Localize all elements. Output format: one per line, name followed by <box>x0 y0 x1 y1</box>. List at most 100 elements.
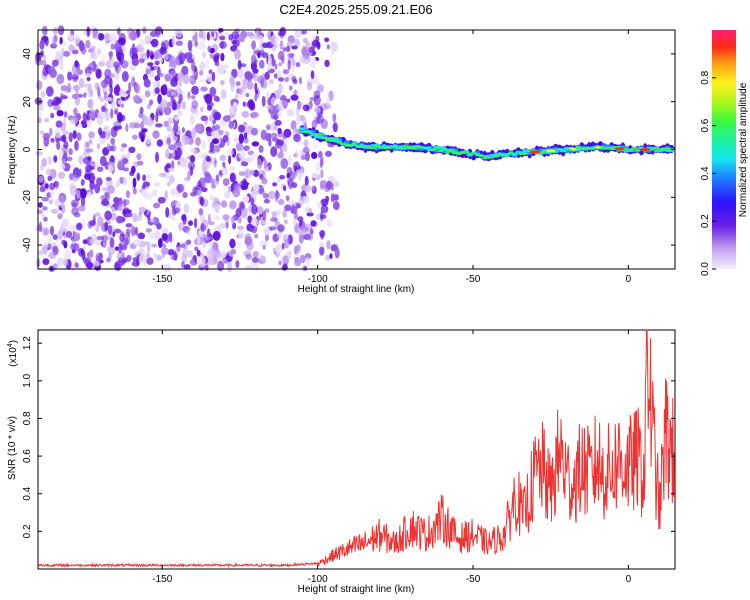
spectrogram-cell <box>108 51 114 57</box>
spectrogram-cell <box>323 183 331 193</box>
spectrogram-cell <box>188 220 193 227</box>
spectrogram-cell <box>194 40 198 47</box>
spectrogram-cell <box>37 116 42 124</box>
spectrogram-cell <box>229 200 237 210</box>
spectrogram-cell <box>237 229 244 240</box>
spectrogram-cell <box>174 207 181 214</box>
spectrogram-ridge-cell <box>369 147 377 149</box>
spectrogram-cell <box>209 195 214 201</box>
spectrogram-cell <box>75 90 79 100</box>
spectrogram-cell <box>96 143 101 150</box>
spectrogram-cell <box>73 116 79 123</box>
spectrogram-cell <box>147 214 151 221</box>
spectrogram-cell <box>260 156 265 162</box>
spectrogram-ridge-cell <box>410 147 418 150</box>
spectrogram-cell <box>59 202 65 209</box>
spectrogram-ridge-cell <box>466 154 474 157</box>
spectrogram-cell <box>195 123 203 134</box>
spectrogram-cell <box>213 215 221 221</box>
spectrogram-cell <box>320 214 327 220</box>
spectrogram-ridge-cell <box>444 151 451 153</box>
spectrogram-cell <box>93 162 99 169</box>
spectrogram-cell <box>132 213 138 223</box>
spectrogram-cell <box>301 29 308 35</box>
spectrogram-cell <box>273 73 278 79</box>
spectrogram-cell <box>251 54 257 65</box>
spectrogram-cell <box>290 94 299 101</box>
spectrogram-cell <box>181 261 185 269</box>
spectrogram-cell <box>70 163 77 169</box>
spectrogram-cell <box>249 170 255 176</box>
spectrogram-cell <box>179 159 184 167</box>
spectrogram-cell <box>250 197 255 206</box>
spectrogram-cell <box>132 257 137 262</box>
spectrogram-cell <box>86 26 91 37</box>
spectrogram-cell <box>84 72 91 77</box>
spectrogram-cell <box>88 172 95 184</box>
spectrogram-cell <box>101 198 110 207</box>
spectrogram-cell <box>332 113 337 123</box>
spectrogram-cell <box>171 101 177 111</box>
spectrogram-cell <box>103 125 110 130</box>
spectrogram-cell <box>47 99 54 108</box>
spectrogram-cell <box>119 233 125 243</box>
spectrogram-cell <box>43 64 49 69</box>
spectrogram-cell <box>255 89 259 95</box>
spectrogram-cell <box>40 90 46 98</box>
spectrogram-cell <box>117 159 123 167</box>
spectrogram-cell <box>152 252 158 259</box>
spectrogram-cell <box>243 137 249 144</box>
spectrogram-cell <box>223 191 231 199</box>
spectrogram-cell <box>162 264 171 272</box>
spectrogram-cell <box>315 161 322 173</box>
spectrogram-cell <box>70 199 79 208</box>
spectrogram-cell <box>229 238 236 249</box>
spectrogram-cell <box>165 148 170 159</box>
spectrogram-cell <box>303 146 310 154</box>
spectrogram-cell <box>264 71 270 80</box>
spectrogram-cell <box>96 115 104 126</box>
spectrogram-cell <box>261 52 269 59</box>
spectrogram-cell <box>178 52 186 63</box>
spectrogram-ridge-cell <box>339 143 347 145</box>
spectrogram-ridge-cell <box>635 149 641 152</box>
spectrogram-cell <box>39 130 45 135</box>
spectrogram-cell <box>46 86 54 97</box>
spectrogram-cell <box>132 47 139 54</box>
spectrogram-cell <box>154 230 161 240</box>
spectrogram-cell <box>288 199 297 208</box>
spectrogram-cell <box>211 184 216 189</box>
spectrogram-cell <box>274 119 282 126</box>
spectrogram-ridge-cell <box>447 149 455 152</box>
spectrogram-cell <box>219 154 227 162</box>
spectrogram-cell <box>237 124 246 133</box>
spectrogram-cell <box>277 224 285 232</box>
spectrogram-cell <box>330 183 335 191</box>
spectrogram-cell <box>199 213 205 222</box>
spectrogram-cell <box>61 134 67 143</box>
spectrogram-cell <box>312 39 320 48</box>
spectrogram-cell <box>138 131 146 140</box>
spectrogram-cell <box>44 183 49 189</box>
spectrogram-cell <box>214 124 220 131</box>
spectrogram-cell <box>245 92 250 98</box>
spectrogram-cell <box>227 261 233 273</box>
spectrogram-cell <box>200 106 204 113</box>
spectrogram-cell <box>147 116 153 128</box>
spectrogram-cell <box>287 109 294 117</box>
spectrogram-ridge-cell <box>440 148 447 151</box>
snr-y-tick-label: 0.6 <box>22 449 33 463</box>
spectrogram-cell <box>291 58 296 67</box>
spectrogram-cell <box>125 190 130 199</box>
spectrogram-cell <box>52 234 58 240</box>
spectrogram-cell <box>61 218 70 228</box>
spectrogram-cell <box>220 79 225 86</box>
spectrogram-cell <box>270 34 278 46</box>
spectrogram-cell <box>49 182 56 191</box>
spectrogram-cell <box>109 85 113 95</box>
spectrogram-ridge-cell <box>504 154 510 157</box>
spectrogram-cell <box>330 45 335 56</box>
snr-series-line <box>37 329 675 568</box>
spectrogram-cell <box>268 79 274 85</box>
spectrogram-cell <box>73 243 80 252</box>
